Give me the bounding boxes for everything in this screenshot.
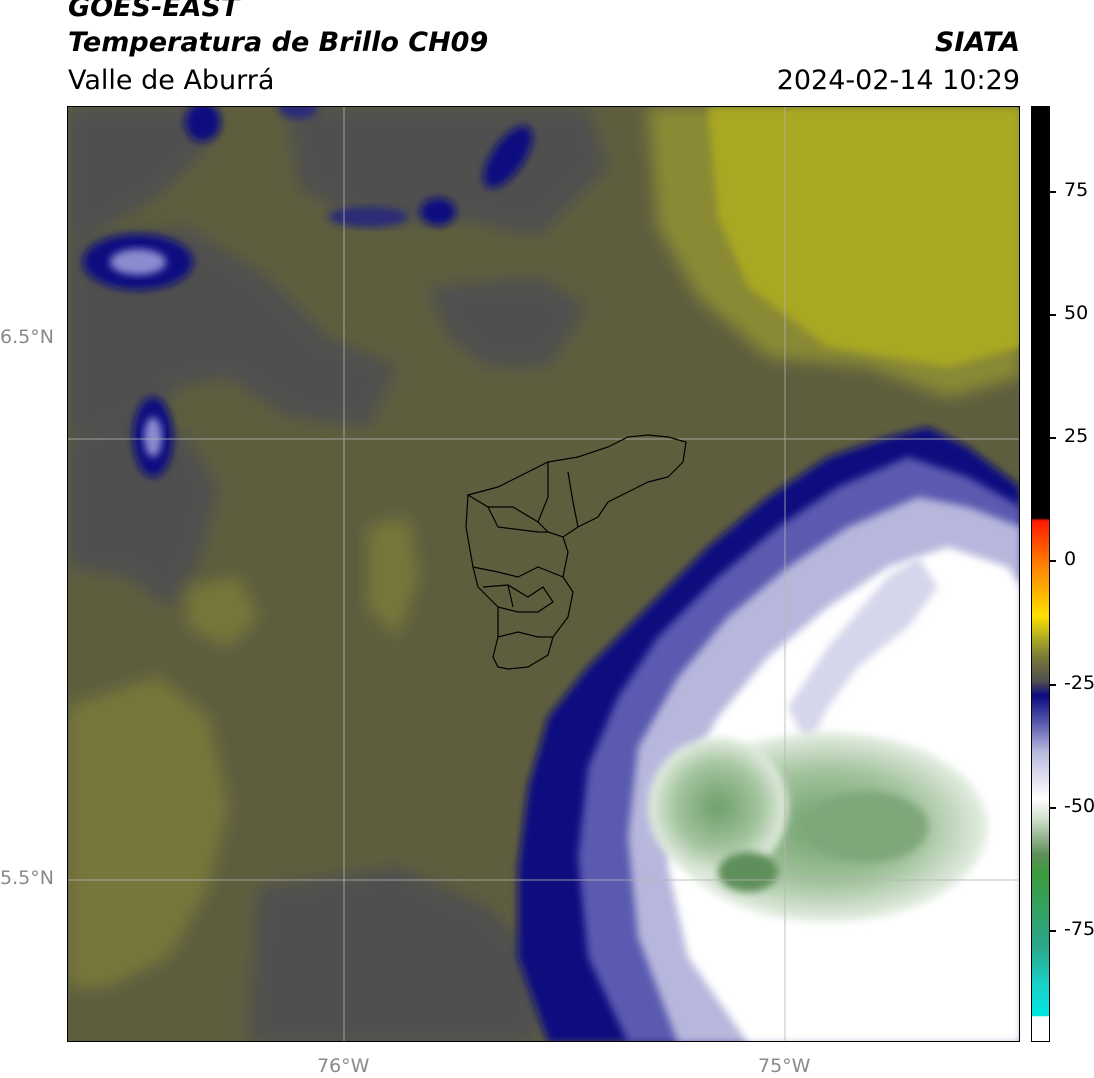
lat-label-6-5n: 6.5°N bbox=[0, 326, 54, 348]
title-satellite: GOES-EAST bbox=[68, 0, 240, 23]
title-product: Temperatura de Brillo CH09 bbox=[68, 27, 489, 58]
lon-label-76w: 76°W bbox=[317, 1055, 370, 1077]
graticule bbox=[68, 107, 1019, 1041]
colorbar-tick-25 bbox=[1050, 437, 1056, 439]
colorbar-label-50: 50 bbox=[1064, 302, 1089, 324]
colorbar-tick-0 bbox=[1050, 560, 1056, 562]
temperature-colorbar bbox=[1031, 106, 1050, 1042]
brightness-temperature-field bbox=[68, 107, 1019, 1041]
colorbar-label-neg75: -75 bbox=[1064, 918, 1094, 940]
colorbar-label-25: 25 bbox=[1064, 425, 1089, 447]
warm-patches bbox=[68, 107, 1019, 987]
colorbar-tick-neg75 bbox=[1050, 930, 1056, 932]
colorbar-label-75: 75 bbox=[1064, 179, 1089, 201]
convective-cells-small bbox=[83, 107, 533, 477]
colorbar-tick-50 bbox=[1050, 314, 1056, 316]
lon-label-75w: 75°W bbox=[758, 1055, 811, 1077]
lat-label-5-5n: 5.5°N bbox=[0, 867, 54, 889]
organization-label: SIATA bbox=[934, 27, 1020, 58]
subtitle-region: Valle de Aburrá bbox=[68, 65, 275, 96]
colorbar-label-neg50: -50 bbox=[1064, 795, 1094, 817]
satellite-map[interactable] bbox=[67, 106, 1020, 1042]
colorbar-label-neg25: -25 bbox=[1064, 672, 1094, 694]
colorbar-label-0: 0 bbox=[1064, 548, 1077, 570]
colorbar-tick-neg25 bbox=[1050, 684, 1056, 686]
valle-aburra-outline bbox=[465, 434, 687, 670]
colorbar-tick-neg50 bbox=[1050, 807, 1056, 809]
timestamp-label: 2024-02-14 10:29 bbox=[776, 65, 1020, 96]
colorbar-tick-75 bbox=[1050, 191, 1056, 193]
convective-system bbox=[518, 427, 1019, 1041]
